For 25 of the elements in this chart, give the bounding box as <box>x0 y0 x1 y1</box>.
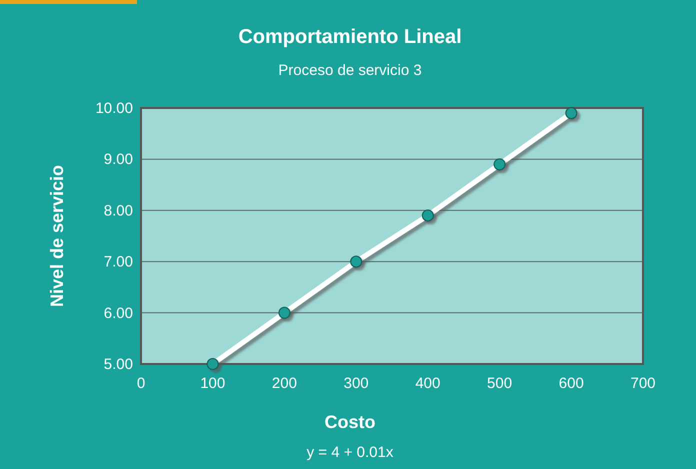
chart-title: Comportamiento Lineal <box>238 26 462 48</box>
x-tick-label: 500 <box>487 375 512 392</box>
x-tick-label: 600 <box>558 375 584 392</box>
x-tick-label: 100 <box>200 375 226 392</box>
text: y = 4 + 0.01x <box>306 444 394 461</box>
y-tick-label: 8.00 <box>104 202 133 220</box>
point <box>494 158 506 170</box>
x-axis-title: Costo <box>324 412 376 432</box>
point <box>350 256 362 268</box>
point <box>565 107 578 120</box>
y-tick-label: 6.00 <box>104 304 133 322</box>
x-tick-label: 0 <box>136 375 146 392</box>
point <box>278 306 290 319</box>
x-tick-label: 700 <box>630 375 656 392</box>
y-tick-label: 10.00 <box>95 100 133 117</box>
y-tick-label: 7.00 <box>104 254 133 271</box>
y-axis-title: Nivel de servicio <box>47 164 67 308</box>
x-tick-label: 300 <box>344 375 369 392</box>
point <box>422 210 434 222</box>
chart-subtitle: Proceso de servicio 3 <box>278 62 422 79</box>
x-tick-label: 400 <box>415 375 440 392</box>
y-tick-label: 5.00 <box>104 356 133 373</box>
point <box>206 358 219 370</box>
x-tick-label: 200 <box>272 375 297 392</box>
y-tick-label: 9.00 <box>104 151 133 168</box>
